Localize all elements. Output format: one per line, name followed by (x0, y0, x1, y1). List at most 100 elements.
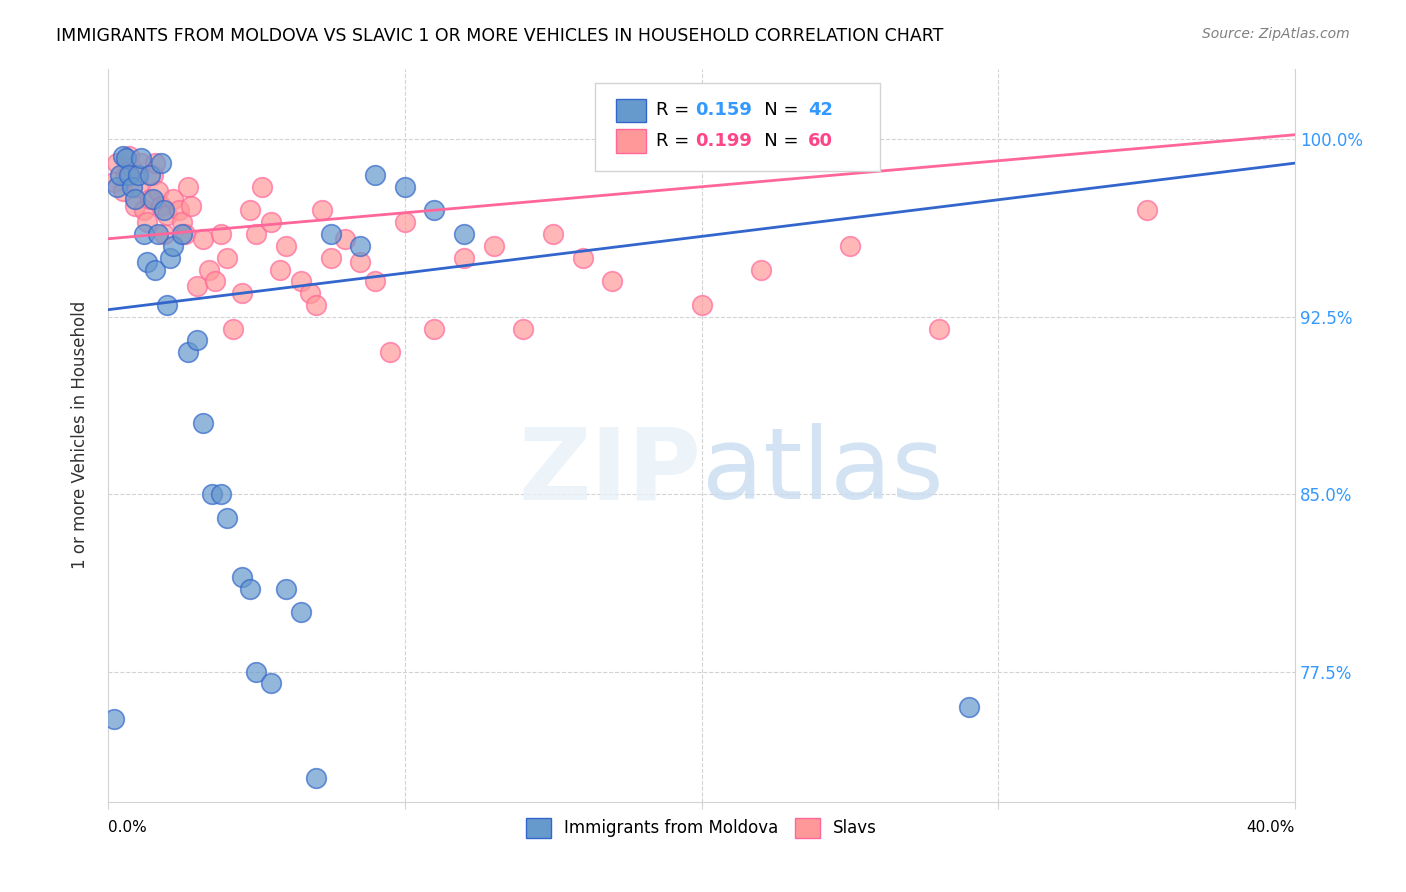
Point (191, 232, 214, 246)
Point (177, 179, 200, 194)
Point (150, 199, 173, 213)
Point (423, 321, 446, 335)
Point (129, 152, 152, 166)
Point (572, 251, 595, 265)
Point (138, 192, 160, 206)
Point (177, 345, 200, 359)
Point (201, 487, 224, 501)
Text: 60: 60 (808, 132, 834, 150)
Point (156, 298, 179, 312)
Point (204, 274, 226, 288)
Point (103, 712, 125, 726)
Text: R =: R = (657, 102, 696, 120)
Point (174, 227, 197, 241)
Bar (616, 129, 645, 153)
Point (162, 192, 184, 206)
Point (245, 227, 267, 241)
Bar (616, 99, 645, 122)
Point (215, 511, 238, 525)
Point (394, 179, 416, 194)
Point (319, 251, 342, 265)
Point (198, 262, 221, 277)
Point (378, 345, 401, 359)
Point (305, 298, 328, 312)
Point (245, 665, 267, 679)
Point (482, 239, 505, 253)
Point (148, 227, 170, 241)
Point (453, 251, 475, 265)
Point (231, 570, 253, 584)
Point (127, 179, 149, 194)
Point (127, 168, 149, 182)
Point (121, 179, 143, 194)
Point (124, 199, 146, 213)
Text: N =: N = (747, 102, 804, 120)
Point (108, 168, 131, 182)
Text: Source: ZipAtlas.com: Source: ZipAtlas.com (1202, 27, 1350, 41)
Text: 0.199: 0.199 (696, 132, 752, 150)
Point (305, 771, 328, 785)
Point (957, 700, 980, 714)
Point (114, 168, 136, 182)
Point (135, 255, 157, 269)
Y-axis label: 1 or more Vehicles in Household: 1 or more Vehicles in Household (72, 301, 89, 569)
Point (349, 255, 371, 269)
Point (153, 203, 176, 218)
Point (231, 286, 253, 301)
Point (162, 239, 184, 253)
Point (260, 676, 283, 690)
Point (145, 262, 167, 277)
Point (274, 239, 297, 253)
Point (135, 215, 157, 229)
Point (221, 321, 243, 335)
Point (118, 149, 141, 163)
Text: atlas: atlas (702, 423, 943, 520)
Point (838, 239, 860, 253)
Point (105, 179, 128, 194)
Point (129, 156, 152, 170)
Point (541, 227, 564, 241)
Point (121, 161, 143, 175)
Point (364, 274, 387, 288)
Point (156, 208, 179, 222)
Point (274, 582, 297, 596)
Text: 0.0%: 0.0% (108, 821, 146, 836)
Point (209, 227, 232, 241)
Point (512, 321, 534, 335)
Text: R =: R = (657, 132, 696, 150)
Point (132, 203, 155, 218)
Point (349, 239, 371, 253)
Point (191, 416, 214, 430)
Point (180, 199, 202, 213)
Point (209, 487, 232, 501)
Point (141, 192, 163, 206)
Point (186, 334, 208, 348)
Text: IMMIGRANTS FROM MOLDOVA VS SLAVIC 1 OR MORE VEHICLES IN HOUSEHOLD CORRELATION CH: IMMIGRANTS FROM MOLDOVA VS SLAVIC 1 OR M… (56, 27, 943, 45)
Point (132, 227, 155, 241)
Legend: Immigrants from Moldova, Slavs: Immigrants from Moldova, Slavs (519, 811, 884, 845)
Point (364, 168, 387, 182)
Point (423, 203, 446, 218)
Point (105, 156, 128, 170)
Point (159, 251, 181, 265)
Point (172, 215, 194, 229)
Point (749, 262, 772, 277)
Point (148, 185, 170, 199)
Point (252, 179, 274, 194)
Point (239, 203, 262, 218)
Point (145, 156, 167, 170)
Point (114, 152, 136, 166)
Point (150, 156, 173, 170)
Point (453, 227, 475, 241)
Point (118, 168, 141, 182)
Text: ZIP: ZIP (519, 423, 702, 520)
Point (186, 279, 208, 293)
FancyBboxPatch shape (595, 83, 880, 171)
Text: 0.159: 0.159 (696, 102, 752, 120)
Text: N =: N = (747, 132, 804, 150)
Point (153, 227, 176, 241)
Point (928, 321, 950, 335)
Point (215, 251, 238, 265)
Point (290, 274, 312, 288)
Point (290, 606, 312, 620)
